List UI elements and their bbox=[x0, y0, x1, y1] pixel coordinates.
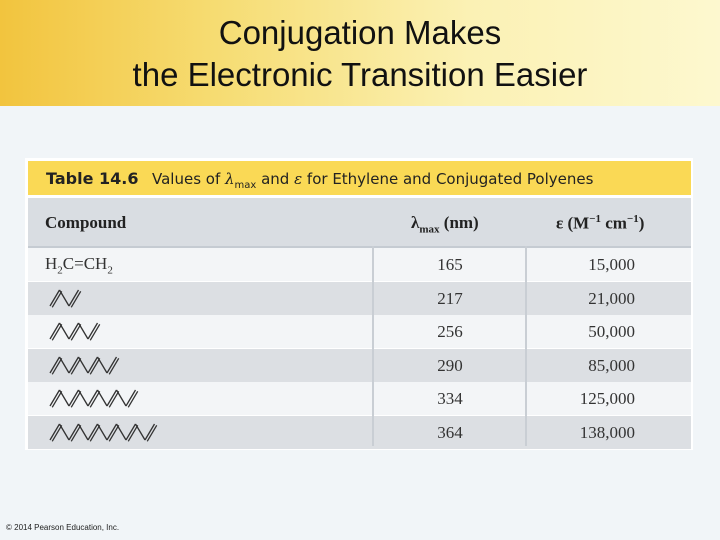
title-band bbox=[0, 0, 720, 106]
column-divider bbox=[372, 246, 374, 446]
epsilon-value: 15,000 bbox=[588, 255, 635, 274]
table-header: Compound λmax (nm) ε (M−1 cm−1) bbox=[28, 198, 691, 248]
compound-formula: H2C=CH2 bbox=[45, 254, 113, 277]
lambda-max-value: 217 bbox=[437, 288, 463, 308]
column-divider bbox=[525, 246, 527, 446]
molecule-structure bbox=[49, 389, 139, 408]
epsilon-value: 50,000 bbox=[588, 322, 635, 341]
table-row: 217 21,000 bbox=[28, 281, 691, 315]
molecule-structure bbox=[49, 289, 82, 308]
lambda-max-value: 165 bbox=[437, 255, 463, 274]
slide-title: Conjugation Makes the Electronic Transit… bbox=[0, 12, 720, 96]
title-line-1: Conjugation Makes bbox=[218, 14, 502, 51]
lambda-max-value: 290 bbox=[437, 355, 463, 375]
molecule-structure bbox=[49, 356, 120, 375]
header-compound: Compound bbox=[45, 213, 127, 232]
epsilon-value: 138,000 bbox=[579, 422, 635, 442]
header-lambda: λmax (nm) bbox=[411, 213, 479, 236]
table-row: H2C=CH2 165 15,000 bbox=[28, 248, 691, 281]
lambda-max-value: 256 bbox=[437, 322, 463, 341]
table-number: Table 14.6 bbox=[46, 169, 139, 188]
polyene-table: Table 14.6 Values of λmax and ε for Ethy… bbox=[25, 158, 693, 450]
header-epsilon: ε (M−1 cm−1) bbox=[556, 213, 645, 233]
lambda-max-value: 364 bbox=[437, 422, 463, 442]
copyright-text: © 2014 Pearson Education, Inc. bbox=[6, 523, 120, 532]
molecule-structure bbox=[49, 322, 101, 341]
lambda-max-value: 334 bbox=[437, 389, 463, 408]
molecule-structure bbox=[49, 423, 158, 442]
table-row: 290 85,000 bbox=[28, 348, 691, 382]
table-row: 334 125,000 bbox=[28, 382, 691, 415]
epsilon-value: 21,000 bbox=[588, 288, 635, 308]
table-caption: Table 14.6 Values of λmax and ε for Ethy… bbox=[28, 161, 691, 195]
epsilon-value: 85,000 bbox=[588, 355, 635, 375]
table-row: 256 50,000 bbox=[28, 315, 691, 348]
table-row: 364 138,000 bbox=[28, 415, 691, 449]
title-line-2: the Electronic Transition Easier bbox=[132, 56, 588, 93]
epsilon-value: 125,000 bbox=[579, 389, 635, 408]
caption-text: Values of λmax and ε for Ethylene and Co… bbox=[152, 170, 594, 191]
